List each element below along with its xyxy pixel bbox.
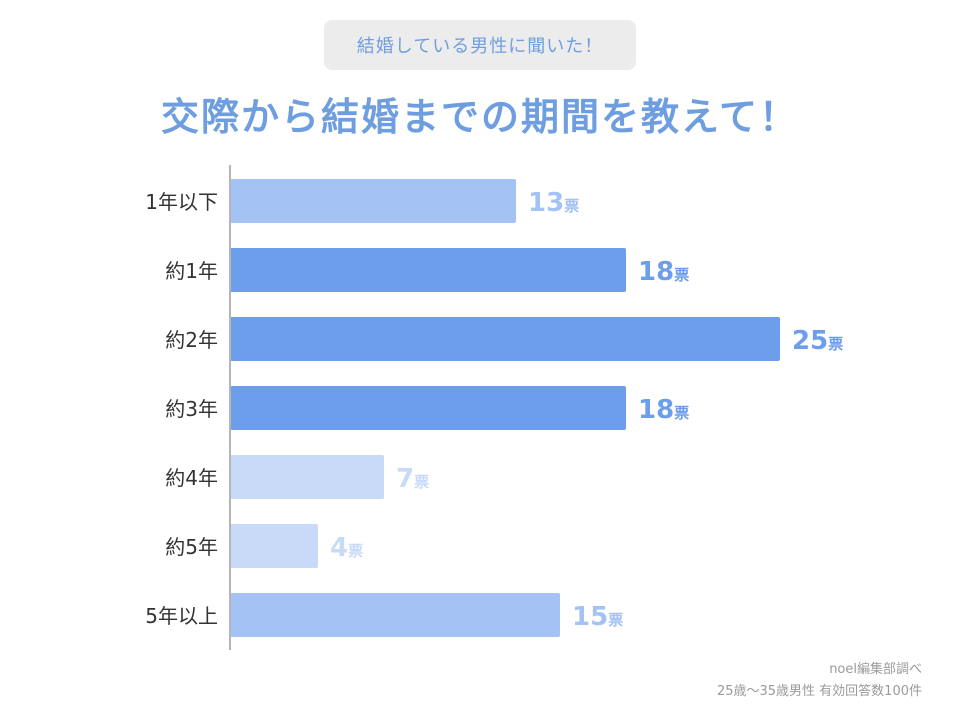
category-label: 1年以下: [145, 190, 218, 214]
category-label: 約3年: [165, 397, 218, 421]
bar: [230, 593, 560, 637]
value-label: 25票: [792, 326, 843, 356]
value-unit: 票: [828, 335, 843, 353]
value-unit: 票: [674, 266, 689, 284]
value-label: 4票: [330, 533, 363, 563]
value-number: 18: [638, 257, 674, 287]
value-number: 4: [330, 533, 348, 563]
source-note: noel編集部調べ: [829, 662, 922, 677]
category-label: 約5年: [165, 535, 218, 559]
value-label: 18票: [638, 395, 689, 425]
value-label: 15票: [572, 602, 623, 632]
value-unit: 票: [564, 197, 579, 215]
value-number: 13: [528, 188, 564, 218]
survey-subtitle-badge: 結婚している男性に聞いた！: [324, 20, 636, 70]
category-label: 5年以上: [145, 604, 218, 628]
bar: [230, 179, 516, 223]
value-number: 15: [572, 602, 608, 632]
bar: [230, 455, 384, 499]
value-label: 18票: [638, 257, 689, 287]
category-label: 約4年: [165, 466, 218, 490]
bar: [230, 317, 780, 361]
value-number: 7: [396, 464, 414, 494]
bar: [230, 386, 626, 430]
value-label: 7票: [396, 464, 429, 494]
bar: [230, 248, 626, 292]
chart-title: 交際から結婚までの期間を教えて！: [160, 95, 800, 139]
category-label: 約2年: [165, 328, 218, 352]
value-unit: 票: [414, 473, 429, 491]
category-label: 約1年: [165, 259, 218, 283]
survey-subtitle-text: 結婚している男性に聞いた！: [356, 36, 604, 57]
value-number: 18: [638, 395, 674, 425]
value-label: 13票: [528, 188, 579, 218]
sample-note: 25歳〜35歳男性 有効回答数100件: [716, 684, 922, 699]
value-unit: 票: [674, 404, 689, 422]
value-number: 25: [792, 326, 828, 356]
value-unit: 票: [348, 542, 363, 560]
value-unit: 票: [608, 611, 623, 629]
bar: [230, 524, 318, 568]
